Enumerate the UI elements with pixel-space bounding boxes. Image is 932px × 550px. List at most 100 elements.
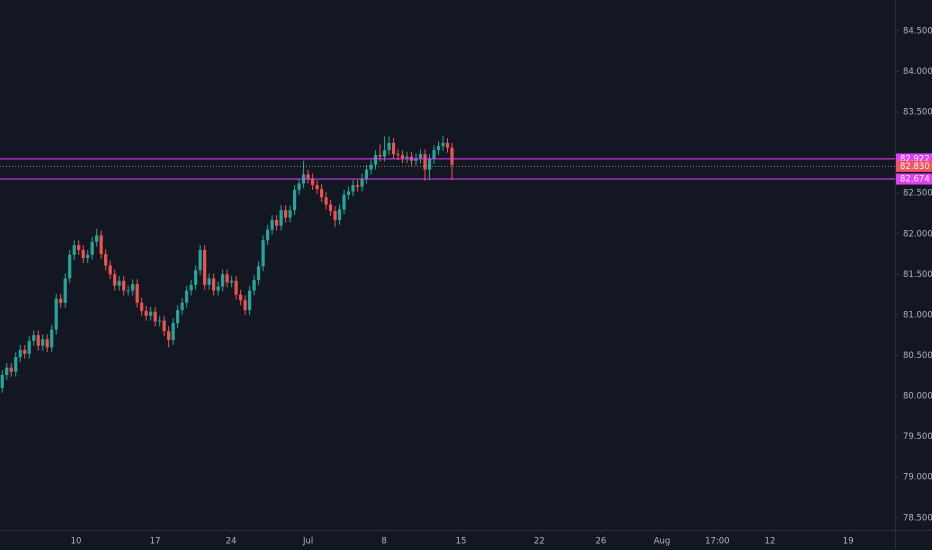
candle-body xyxy=(68,254,72,279)
candle-body xyxy=(81,249,85,259)
candle-body xyxy=(283,210,288,218)
candle-body xyxy=(41,339,45,346)
candle-body xyxy=(167,331,171,341)
y-tick-label: 82.000 xyxy=(903,229,932,239)
candle-body xyxy=(252,280,256,291)
x-tick-label: 15 xyxy=(456,537,467,547)
x-tick-label: 12 xyxy=(765,537,776,547)
candle-body xyxy=(423,154,427,170)
candle-body xyxy=(99,235,103,255)
candle-body xyxy=(230,280,234,283)
candle-body xyxy=(140,302,144,311)
candle-body xyxy=(225,274,229,283)
candle-body xyxy=(270,219,274,230)
candle-body xyxy=(373,155,378,165)
candle-body xyxy=(50,329,54,348)
x-tick-label: 26 xyxy=(595,537,606,547)
y-tick-label: 84.000 xyxy=(903,67,932,77)
candle-body xyxy=(23,349,27,354)
x-tick-label: 24 xyxy=(226,537,237,547)
candle-body xyxy=(306,174,310,179)
candle-body xyxy=(117,280,121,286)
level-label: 82.922 xyxy=(900,154,930,164)
x-tick-label: 10 xyxy=(71,537,82,547)
candle-body xyxy=(266,229,270,241)
candle-body xyxy=(135,284,139,303)
candle-body xyxy=(207,278,211,285)
candle-body xyxy=(427,159,432,170)
candle-body xyxy=(288,210,292,218)
candle-body xyxy=(405,156,409,159)
candle-body xyxy=(104,254,108,266)
candle-body xyxy=(355,185,360,187)
y-tick-label: 81.000 xyxy=(903,310,932,320)
candle-body xyxy=(324,197,328,205)
candle-body xyxy=(342,194,346,210)
candle-body xyxy=(257,266,261,281)
candle-body xyxy=(274,219,279,226)
candle-body xyxy=(436,146,441,151)
candle-body xyxy=(310,178,315,186)
candle-body xyxy=(243,300,247,311)
y-tick-label: 80.000 xyxy=(903,392,932,402)
candle-body xyxy=(360,178,364,187)
y-tick-label: 80.500 xyxy=(903,351,932,361)
candle-body xyxy=(126,290,130,292)
candle-body xyxy=(328,204,333,212)
candle-body xyxy=(5,367,9,375)
candle-body xyxy=(221,274,225,287)
candle-body xyxy=(400,155,405,159)
candle-body xyxy=(396,154,400,156)
level-label: 82.674 xyxy=(900,175,930,185)
candle-body xyxy=(418,154,423,159)
candle-body xyxy=(239,294,243,301)
candle-body xyxy=(108,265,112,275)
candle-body xyxy=(189,284,193,291)
candle-body xyxy=(131,284,135,291)
candle-body xyxy=(18,349,22,358)
candle-body xyxy=(234,280,238,295)
candle-body xyxy=(113,274,117,286)
level-label: 82.830 xyxy=(900,162,930,172)
candle-body xyxy=(122,280,126,291)
candle-body xyxy=(441,142,445,147)
candle-body xyxy=(378,155,382,157)
candle-body xyxy=(9,367,13,372)
candle-body xyxy=(364,169,369,179)
candle-body xyxy=(315,185,319,190)
candle-body xyxy=(171,323,175,341)
x-tick-label: Jul xyxy=(302,537,313,547)
candle-body xyxy=(149,311,153,316)
candle-body xyxy=(72,245,76,255)
y-tick-label: 83.500 xyxy=(903,108,932,118)
level-label-bg xyxy=(896,160,932,172)
candle-body xyxy=(450,147,454,165)
candle-body xyxy=(86,254,90,259)
candle-body xyxy=(45,339,49,348)
candle-body xyxy=(153,311,157,322)
candle-body xyxy=(382,150,387,157)
y-tick-label: 78.500 xyxy=(903,513,932,523)
candle-body xyxy=(292,189,297,211)
candle-body xyxy=(0,374,4,388)
y-tick-label: 79.000 xyxy=(903,473,932,483)
candle-body xyxy=(14,357,18,372)
candle-body xyxy=(36,335,40,346)
candle-body xyxy=(212,278,216,291)
x-tick-label: 19 xyxy=(843,537,854,547)
candle-body xyxy=(176,310,180,324)
candle-body xyxy=(369,164,373,170)
candle-body xyxy=(180,302,184,311)
candle-body xyxy=(63,278,67,303)
candle-body xyxy=(59,298,63,303)
candle-body xyxy=(432,150,436,160)
x-tick-label: Aug xyxy=(654,537,671,547)
candle-body xyxy=(95,235,99,242)
candle-body xyxy=(297,183,301,190)
x-tick-label: 8 xyxy=(381,537,386,547)
y-tick-label: 84.500 xyxy=(903,26,932,36)
candle-body xyxy=(162,320,166,332)
candle-body xyxy=(387,142,391,151)
